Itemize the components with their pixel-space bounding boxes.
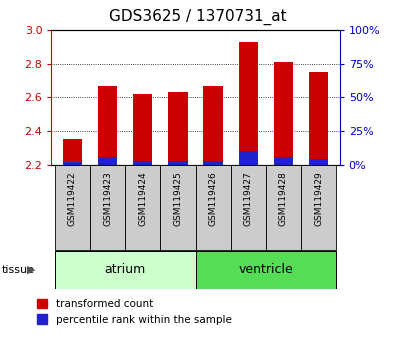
Bar [55,165,90,250]
Text: GSM119429: GSM119429 [314,171,323,226]
Bar [239,151,258,165]
Bar [168,92,188,165]
Bar [274,156,293,165]
Bar [168,161,188,165]
Bar [274,62,293,165]
Bar [125,165,160,250]
Bar [301,165,336,250]
Bar [90,165,125,250]
Bar [160,165,196,250]
Legend: transformed count, percentile rank within the sample: transformed count, percentile rank withi… [37,299,231,325]
Text: GSM119424: GSM119424 [138,171,147,226]
Bar [133,161,152,165]
Text: GSM119425: GSM119425 [173,171,182,226]
Bar [231,165,266,250]
Text: ▶: ▶ [27,265,36,275]
Bar [309,159,328,165]
Text: GSM119428: GSM119428 [279,171,288,226]
Bar [239,42,258,165]
Text: atrium: atrium [105,263,146,276]
Bar [196,251,336,289]
Text: tissue: tissue [2,265,35,275]
Bar [309,72,328,165]
Bar [98,156,117,165]
Bar [266,165,301,250]
Bar [63,139,82,165]
Text: GSM119422: GSM119422 [68,171,77,226]
Text: GSM119426: GSM119426 [209,171,218,226]
Text: GSM119427: GSM119427 [244,171,253,226]
Text: GDS3625 / 1370731_at: GDS3625 / 1370731_at [109,9,286,25]
Text: ventricle: ventricle [239,263,293,276]
Bar [196,165,231,250]
Bar [133,94,152,165]
Bar [55,251,196,289]
Text: GSM119423: GSM119423 [103,171,112,226]
Bar [63,162,82,165]
Bar [98,86,117,165]
Bar [203,161,223,165]
Bar [203,86,223,165]
